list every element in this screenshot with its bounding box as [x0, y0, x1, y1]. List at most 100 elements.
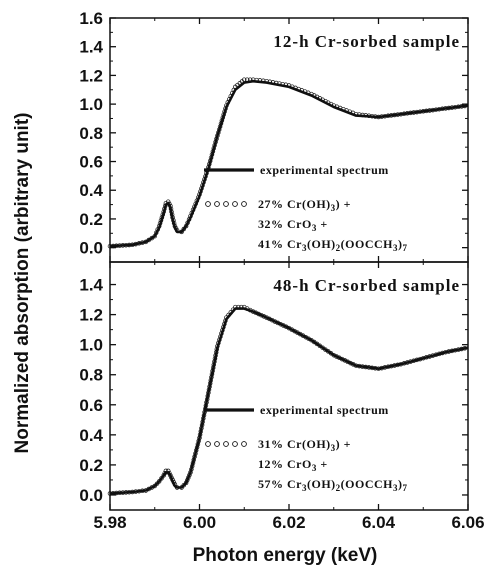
fit-point — [267, 79, 273, 85]
fit-point — [158, 218, 164, 223]
fit-point — [221, 324, 226, 330]
fit-point — [206, 390, 211, 396]
fit-point — [223, 106, 228, 111]
fit-point — [440, 350, 445, 356]
fit-point — [207, 384, 212, 389]
legend-circle-swatch — [241, 441, 247, 447]
legend-circle-swatch — [214, 201, 220, 207]
fit-point — [382, 365, 388, 370]
legend-circle-swatch — [214, 441, 220, 447]
legend-circle-swatch — [205, 201, 211, 207]
fit-point — [206, 387, 212, 392]
fit-point — [334, 354, 339, 359]
fit-point — [379, 114, 384, 119]
fit-point — [436, 106, 442, 112]
fit-point — [114, 243, 119, 249]
fit-point — [126, 489, 132, 495]
fit-point — [195, 441, 201, 447]
y-tick-label: 1.2 — [79, 66, 103, 85]
fit-point — [430, 107, 436, 113]
fit-point — [107, 243, 113, 249]
fit-point — [443, 106, 448, 111]
y-tick-label: 0.6 — [79, 153, 103, 172]
fit-point — [209, 374, 214, 380]
fit-point — [411, 358, 416, 364]
fit-point — [201, 180, 206, 185]
fit-point — [373, 366, 378, 371]
fit-point — [170, 215, 175, 220]
fit-point — [345, 359, 350, 365]
fit-point — [281, 323, 286, 328]
fit-point — [210, 149, 216, 154]
fit-point — [379, 365, 384, 371]
y-tick-label: 0.0 — [79, 239, 103, 258]
fit-point — [197, 435, 202, 441]
fit-point — [283, 82, 289, 88]
fit-point — [201, 416, 206, 421]
fit-point — [117, 490, 122, 496]
fit-point — [360, 112, 365, 118]
fit-point — [267, 316, 272, 322]
fit-point — [199, 425, 204, 431]
fit-point — [181, 482, 187, 488]
fit-point — [126, 242, 132, 248]
fit-point — [417, 109, 423, 114]
fit-point — [363, 113, 368, 118]
fit-point — [200, 419, 205, 425]
fit-point — [179, 229, 184, 235]
fit-point — [389, 113, 394, 118]
fit-point — [452, 104, 458, 110]
legend-fit-component: 31% Cr(OH)3​) + — [258, 437, 351, 453]
fit-point — [140, 488, 145, 494]
y-tick-label: 0.8 — [79, 366, 103, 385]
fit-point — [123, 242, 129, 248]
y-tick-label: 0.0 — [79, 486, 103, 505]
fit-point — [401, 111, 407, 117]
fit-point — [353, 111, 359, 117]
fit-point — [210, 368, 215, 374]
fit-point — [130, 489, 135, 495]
fit-point — [424, 355, 429, 360]
fit-point — [216, 130, 221, 135]
fit-point — [160, 212, 166, 217]
fit-point — [456, 104, 461, 110]
fit-point — [392, 363, 397, 368]
plot-frame — [109, 261, 469, 511]
fit-point — [277, 81, 282, 86]
panel-title: 48-h Cr-sorbed sample — [273, 276, 460, 295]
fit-point — [197, 432, 203, 437]
fit-point — [214, 136, 219, 142]
fit-point — [204, 400, 209, 405]
fit-point — [259, 312, 264, 318]
fit-point — [357, 363, 362, 369]
fit-point — [254, 77, 259, 83]
legend-label-experimental: experimental spectrum — [260, 163, 389, 177]
fit-point — [228, 310, 234, 315]
fit-point — [208, 155, 214, 161]
fit-point — [169, 209, 174, 215]
x-tick-label: 6.04 — [362, 513, 396, 532]
y-tick-label: 0.8 — [79, 124, 103, 143]
fit-point — [446, 105, 452, 111]
fit-point — [385, 364, 391, 370]
fit-point — [241, 77, 247, 82]
x-tick-label: 6.00 — [183, 513, 216, 532]
fit-point — [211, 362, 217, 368]
fit-point — [376, 114, 381, 120]
fit-point — [373, 114, 378, 119]
fit-point — [456, 347, 461, 352]
fit-point — [278, 321, 283, 327]
y-tick-label: 1.0 — [79, 95, 103, 114]
legend-circle-swatch — [223, 201, 229, 207]
fit-point — [184, 478, 190, 483]
fit-point — [217, 337, 222, 343]
series-line-experimental — [109, 79, 469, 248]
fit-point — [123, 490, 129, 495]
legend-circle-swatch — [223, 441, 229, 447]
fit-point — [353, 363, 359, 368]
fit-point — [162, 203, 168, 209]
fit-point — [192, 454, 197, 459]
fit-point — [193, 451, 198, 456]
fit-point — [163, 468, 169, 474]
